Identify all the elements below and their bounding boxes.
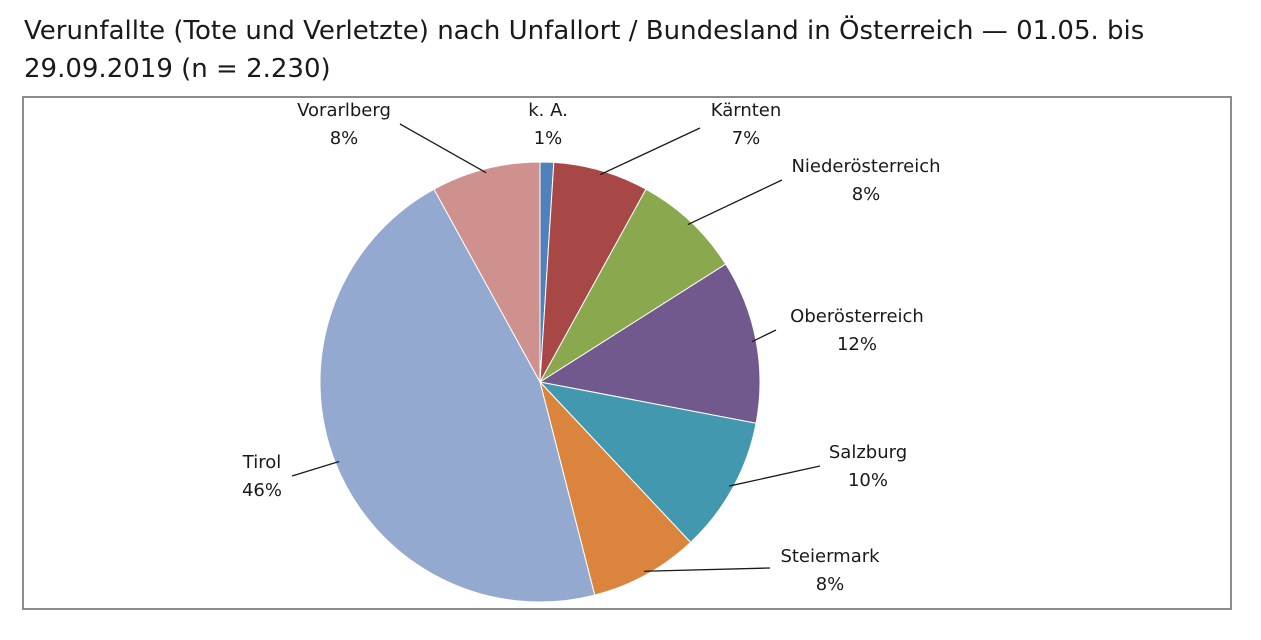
- slice-value-oberoesterreich: 12%: [837, 334, 877, 355]
- slice-labels: k. A. 1% Kärnten 7% Niederösterreich 8% Oberös…: [242, 100, 941, 595]
- pie-slice-oberoesterreich: [538, 263, 761, 424]
- slice-value-vorarlberg: 8%: [330, 128, 359, 149]
- slice-label-oberoesterreich: Oberösterreich: [790, 306, 924, 327]
- slice-label-vorarlberg: Vorarlberg: [297, 100, 391, 121]
- slice-label-salzburg: Salzburg: [829, 442, 907, 463]
- pie-slice-niederoesterreich: [539, 188, 727, 383]
- slice-label-k-a: k. A.: [528, 100, 568, 121]
- slice-label-tirol: Tirol: [242, 452, 281, 473]
- slice-value-salzburg: 10%: [848, 470, 888, 491]
- leader-line-steiermark: [644, 567, 771, 572]
- pie-slice-steiermark: [539, 381, 692, 596]
- pie-slice-vorarlberg: [433, 161, 541, 383]
- slice-value-niederoesterreich: 8%: [852, 184, 881, 205]
- leader-line-tirol: [291, 460, 340, 477]
- slice-value-tirol: 46%: [242, 480, 282, 501]
- leader-lines: [291, 123, 821, 572]
- slice-label-niederoesterreich: Niederösterreich: [791, 156, 940, 177]
- leader-line-vorarlberg: [399, 123, 487, 174]
- slice-value-steiermark: 8%: [816, 574, 845, 595]
- chart-title: Verunfallte (Tote und Verletzte) nach Un…: [24, 16, 1145, 84]
- leader-line-niederoesterreich: [687, 179, 783, 226]
- pie-slices: [319, 161, 761, 603]
- leader-line-kaernten: [599, 127, 701, 176]
- slice-label-kaernten: Kärnten: [711, 100, 782, 121]
- pie-slice-salzburg: [538, 381, 757, 544]
- leader-line-oberoesterreich: [751, 329, 777, 343]
- leader-line-salzburg: [729, 465, 821, 487]
- slice-value-kaernten: 7%: [732, 128, 761, 149]
- slice-value-k-a: 1%: [534, 128, 563, 149]
- slice-label-steiermark: Steiermark: [780, 546, 880, 567]
